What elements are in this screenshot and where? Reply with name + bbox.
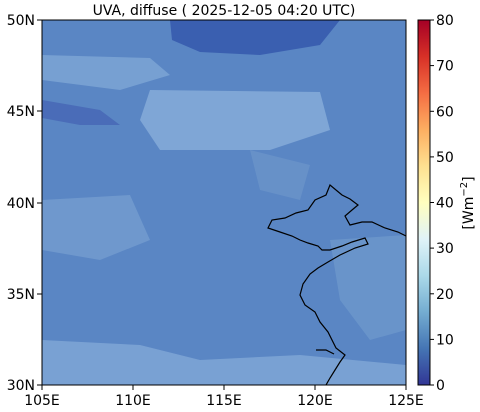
colorbar: 0 10 20 30 40 50 60 70 80 [Wm−2]	[417, 13, 477, 394]
x-tick-label: 110E	[115, 393, 151, 409]
dark-region-west	[42, 100, 120, 125]
y-tick-label: 30N	[7, 378, 35, 394]
cloud-patch	[330, 235, 406, 340]
colorbar-tick-label: 20	[436, 287, 454, 303]
cloud-patch	[250, 150, 310, 200]
coastline-island	[316, 349, 335, 355]
y-tick-label: 50N	[7, 13, 35, 29]
x-tick-label: 115E	[206, 393, 242, 409]
x-tick-label: 120E	[297, 393, 333, 409]
colorbar-tick-label: 50	[436, 150, 454, 166]
y-tick-label: 40N	[7, 196, 35, 212]
colorbar-tick-label: 80	[436, 13, 454, 29]
colorbar-label: [Wm−2]	[459, 176, 477, 229]
x-axis: 105E 110E 115E 120E 125E	[24, 385, 424, 409]
colorbar-gradient	[417, 19, 431, 386]
dark-region-north	[170, 20, 340, 55]
y-axis: 50N 45N 40N 35N 30N	[7, 13, 42, 394]
colorbar-tick-label: 70	[436, 59, 454, 75]
y-tick-label: 45N	[7, 104, 35, 120]
x-tick-label: 105E	[24, 393, 60, 409]
coastline	[267, 184, 406, 385]
cloud-patch	[42, 195, 150, 260]
chart-title: UVA, diffuse ( 2025-12-05 04:20 UTC)	[93, 3, 356, 19]
colorbar-tick-label: 60	[436, 104, 454, 120]
colorbar-tick-label: 10	[436, 332, 454, 348]
cloud-patch	[140, 90, 330, 150]
colorbar-tick-label: 30	[436, 241, 454, 257]
cloud-patch	[42, 340, 406, 385]
colorbar-tick-label: 0	[436, 378, 445, 394]
x-tick-label: 125E	[388, 393, 424, 409]
colorbar-tick-label: 40	[436, 196, 454, 212]
cloud-patch	[42, 55, 170, 90]
colorbar-ticks	[430, 19, 434, 386]
map-field	[42, 20, 406, 385]
y-tick-label: 35N	[7, 287, 35, 303]
